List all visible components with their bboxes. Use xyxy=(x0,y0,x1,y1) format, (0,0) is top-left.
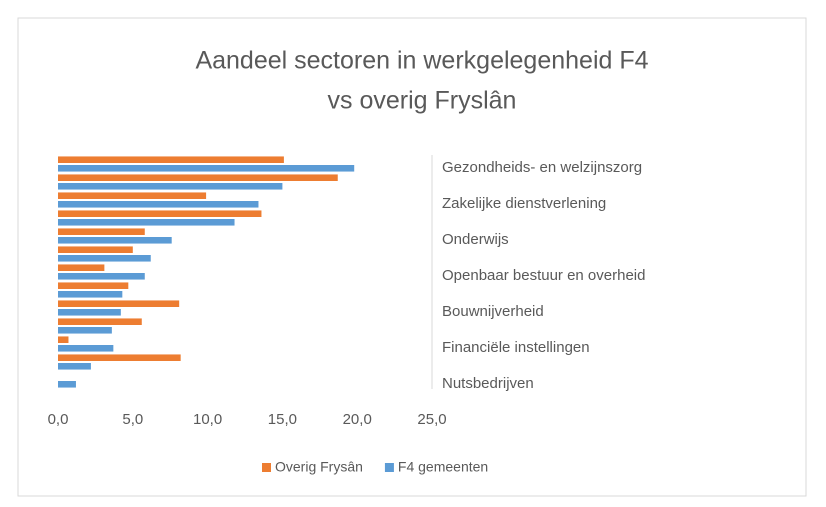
bar xyxy=(58,309,121,316)
bar xyxy=(58,264,105,271)
bar xyxy=(58,237,172,244)
bar xyxy=(58,210,262,217)
bar xyxy=(58,255,151,262)
chart-title: vs overig Fryslân xyxy=(328,87,517,115)
bar xyxy=(58,345,114,352)
category-label: Zakelijke dienstverlening xyxy=(442,195,606,212)
bar xyxy=(58,183,283,190)
category-label: Bouwnijverheid xyxy=(442,303,544,320)
bar xyxy=(58,354,181,361)
bar xyxy=(58,174,338,181)
bar xyxy=(58,318,142,325)
category-label: Gezondheids- en welzijnszorg xyxy=(442,159,642,176)
bar xyxy=(58,273,145,280)
bar xyxy=(58,201,259,208)
category-label: Nutsbedrijven xyxy=(442,375,534,392)
bar xyxy=(58,192,207,199)
bar xyxy=(58,246,133,253)
legend-label: Overig Frysân xyxy=(275,459,363,475)
legend-label: F4 gemeenten xyxy=(398,459,488,475)
x-tick-label: 25,0 xyxy=(417,411,446,428)
x-tick-label: 10,0 xyxy=(193,411,222,428)
legend-swatch xyxy=(262,463,271,472)
bar xyxy=(58,156,284,163)
category-label: Financiële instellingen xyxy=(442,339,590,356)
bar xyxy=(58,300,180,307)
bar xyxy=(58,291,123,298)
category-label: Openbaar bestuur en overheid xyxy=(442,267,645,284)
category-label: Onderwijs xyxy=(442,231,509,248)
legend-swatch xyxy=(384,463,394,472)
x-tick-label: 15,0 xyxy=(268,411,297,428)
x-tick-label: 20,0 xyxy=(343,411,372,428)
bar xyxy=(58,165,355,172)
bar xyxy=(58,336,69,343)
x-tick-label: 5,0 xyxy=(122,411,143,428)
bar xyxy=(58,363,91,370)
bar xyxy=(58,228,145,235)
bar xyxy=(58,327,112,334)
bar xyxy=(58,219,235,226)
x-tick-label: 0,0 xyxy=(48,411,69,428)
chart-title: Aandeel sectoren in werkgelegenheid F4 xyxy=(195,47,648,75)
bar xyxy=(58,381,76,388)
bar xyxy=(58,282,129,289)
